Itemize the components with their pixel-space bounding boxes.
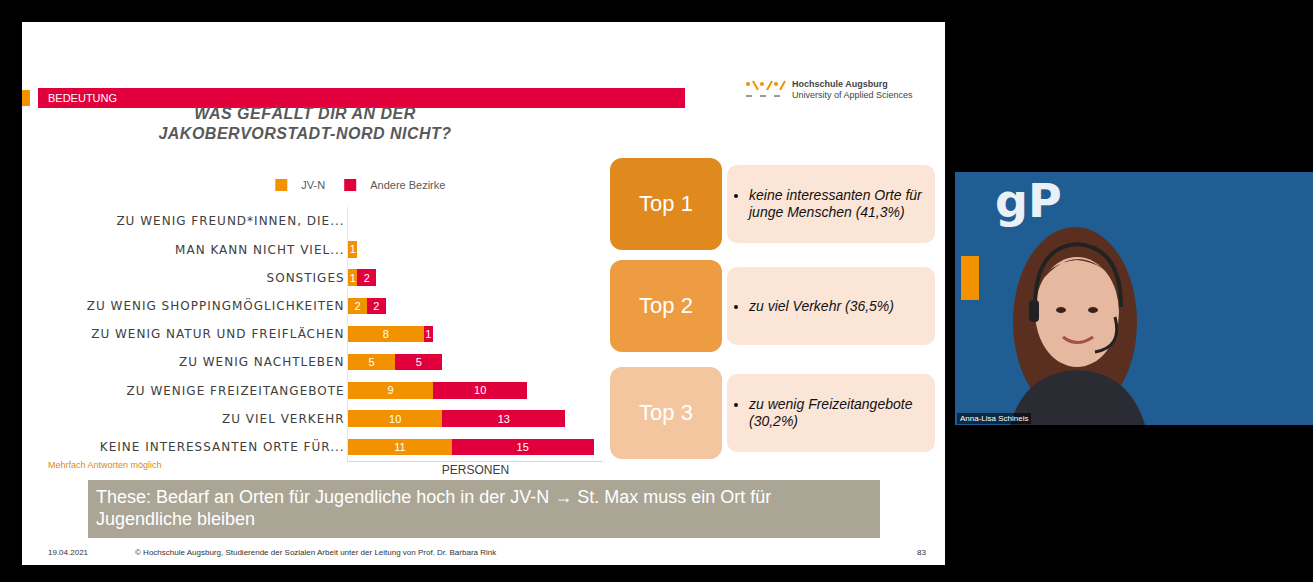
svg-text:5: 5 xyxy=(369,356,375,368)
svg-text:ZU WENIG NACHTLEBEN: ZU WENIG NACHTLEBEN xyxy=(179,355,345,369)
svg-text:ZU WENIGE FREIZEITANGEBOTE: ZU WENIGE FREIZEITANGEBOTE xyxy=(127,384,345,398)
svg-text:MAN KANN NICHT VIEL...: MAN KANN NICHT VIEL... xyxy=(175,243,345,257)
svg-text:8: 8 xyxy=(383,328,389,340)
svg-text:ZU WENIG SHOPPINGMÖGLICHKEITEN: ZU WENIG SHOPPINGMÖGLICHKEITEN xyxy=(87,297,345,313)
svg-text:1: 1 xyxy=(350,243,356,255)
html-text:Mehrfach Antworten möglich: Mehrfach Antworten möglich xyxy=(48,460,162,470)
svg-text:KEINE INTERESSANTEN ORTE FÜR..: KEINE INTERESSANTEN ORTE FÜR... xyxy=(100,438,345,454)
html-text:WAS GEFÄLLT DIR AN DER JAKOBER: WAS GEFÄLLT DIR AN DER JAKOBERVORSTADT-N… xyxy=(158,105,452,142)
html-text:BEDEUTUNG: BEDEUTUNG xyxy=(48,92,118,104)
html-text:Top 3: Top 3 xyxy=(639,400,693,425)
svg-text:2: 2 xyxy=(364,272,370,284)
svg-text:10: 10 xyxy=(474,384,486,396)
svg-text:ZU WENIG NATUR UND FREIFLÄCHEN: ZU WENIG NATUR UND FREIFLÄCHEN xyxy=(91,326,344,341)
html-text:Top 2: Top 2 xyxy=(639,293,693,318)
svg-text:ZU WENIG FREUND*INNEN, DIE...: ZU WENIG FREUND*INNEN, DIE... xyxy=(116,214,344,228)
svg-text:PERSONEN: PERSONEN xyxy=(442,463,509,477)
svg-text:11: 11 xyxy=(394,441,405,453)
svg-text:1: 1 xyxy=(350,272,356,284)
html-text:83: 83 xyxy=(917,548,926,557)
html-text:Hochschule Augsburg: Hochschule Augsburg xyxy=(792,79,888,89)
svg-text:10: 10 xyxy=(389,413,401,425)
svg-text:5: 5 xyxy=(416,356,422,368)
html-text:zu viel Verkehr (36,5%): zu viel Verkehr (36,5%) xyxy=(749,297,894,314)
html-text:Top 1: Top 1 xyxy=(639,191,693,216)
svg-text:13: 13 xyxy=(498,413,510,425)
svg-text:ZU VIEL VERKEHR: ZU VIEL VERKEHR xyxy=(222,412,345,426)
svg-text:1: 1 xyxy=(425,328,431,340)
svg-text:SONSTIGES: SONSTIGES xyxy=(267,271,345,285)
html-text:© Hochschule Augsburg, Studier: © Hochschule Augsburg, Studierende der S… xyxy=(135,548,497,557)
svg-text:JV-N: JV-N xyxy=(301,179,325,191)
svg-text:2: 2 xyxy=(373,300,379,312)
svg-text:15: 15 xyxy=(517,441,529,453)
html-text:gP: gP xyxy=(995,174,1062,228)
html-text:University of Applied Sciences: University of Applied Sciences xyxy=(792,90,913,100)
html-text:These: Bedarf an Orten für Jug: These: Bedarf an Orten für Jugendliche h… xyxy=(96,487,772,529)
svg-text:2: 2 xyxy=(354,300,360,312)
html-text:zu wenig Freizeitangebote (30,: zu wenig Freizeitangebote (30,2%) xyxy=(749,396,913,429)
html-text:Anna-Lisa Schineis: Anna-Lisa Schineis xyxy=(960,414,1029,423)
html-text:19.04.2021: 19.04.2021 xyxy=(48,548,88,557)
svg-text:Andere Bezirke: Andere Bezirke xyxy=(370,179,445,191)
html-text:keine interessanten Orte für j: keine interessanten Orte für junge Mensc… xyxy=(749,187,922,220)
svg-text:9: 9 xyxy=(387,384,393,396)
